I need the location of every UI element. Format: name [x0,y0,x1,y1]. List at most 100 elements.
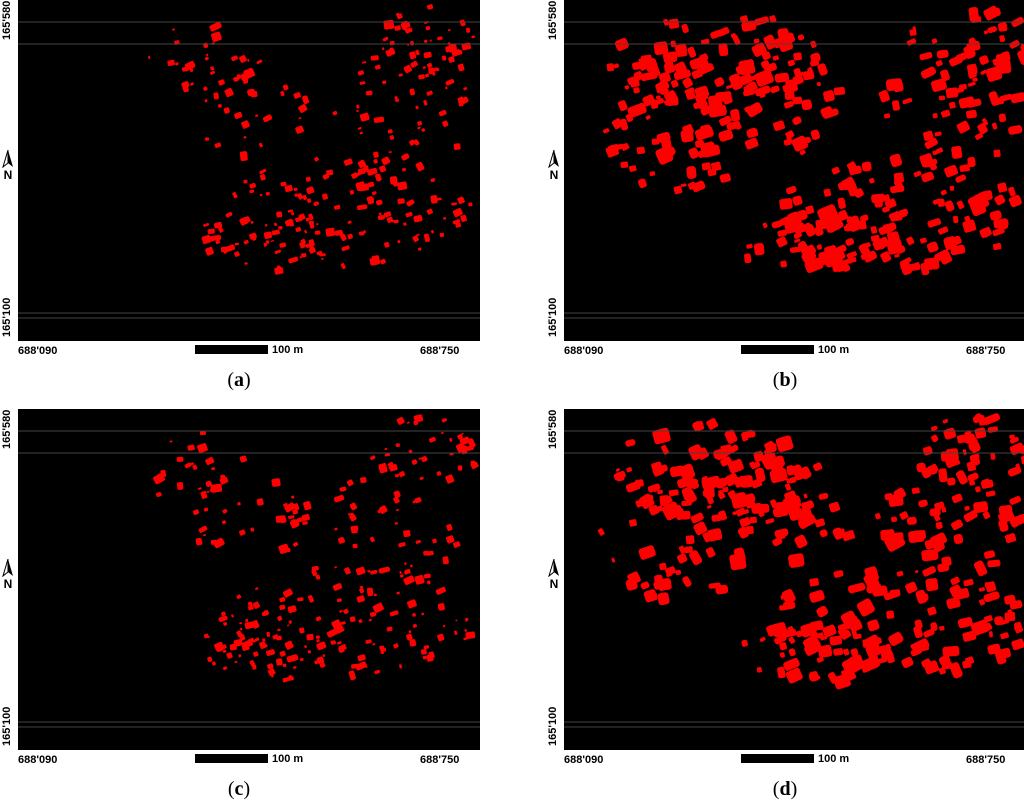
building-blob [411,459,418,466]
building-blob [999,35,1005,43]
panel-caption: (c) [0,778,478,801]
building-blob [603,128,610,134]
building-blob [232,192,238,199]
building-blob [949,102,956,109]
building-blob [200,491,207,500]
building-blob [379,165,387,173]
building-blob [973,559,988,577]
building-blob [988,67,1002,80]
panel-d: 165'580 N 165'100 688'090 100 m 688'750 … [546,409,1024,809]
x-label-right: 688'750 [966,754,1005,766]
building-blob [299,627,305,634]
building-blob [1011,638,1024,651]
building-blob [999,113,1007,122]
building-blob [732,511,736,515]
building-blob [443,625,446,628]
building-blob [966,110,977,119]
building-blob [343,158,353,166]
building-blob [259,168,267,174]
building-blob [726,84,733,89]
building-blob [646,495,654,502]
building-blob [386,626,393,631]
building-blob [953,533,964,544]
building-blob [617,100,628,112]
x-label-left: 688'090 [564,345,603,357]
building-blob [443,217,446,220]
building-blob [237,502,241,506]
building-blob [425,73,430,78]
building-blob [256,498,264,506]
scale-label: 100 m [272,344,303,356]
building-blob [301,253,307,258]
building-mask-a [18,0,480,341]
building-blob [374,669,381,674]
building-blob [645,115,651,121]
building-blob [412,613,416,617]
building-blob [949,186,954,192]
scale-bar [195,345,268,354]
building-blob [302,195,307,201]
building-blob [260,174,267,181]
building-blob [266,632,270,637]
building-blob [225,212,233,218]
building-blob [987,26,998,34]
building-blob [718,490,723,495]
building-blob [437,633,445,641]
building-blob [739,517,751,528]
building-blob [380,258,387,264]
building-blob [979,587,986,592]
panel-caption: (b) [546,369,1024,392]
building-blob [407,599,418,609]
building-blob [652,427,672,445]
building-blob [366,196,374,205]
building-blob [346,479,354,487]
building-blob [234,111,243,119]
building-blob [659,495,669,506]
building-blob [956,200,965,210]
building-blob [192,464,198,470]
building-blob [975,486,981,493]
building-blob [353,544,358,549]
building-blob [901,656,915,669]
building-blob [792,195,803,206]
building-blob [223,622,228,626]
building-blob [871,235,880,242]
building-blob [332,111,338,116]
building-blob [751,503,770,514]
building-blob [236,594,241,599]
building-blob [371,55,379,61]
x-label-left: 688'090 [18,754,57,766]
building-blob [334,205,341,210]
building-blob [990,453,995,460]
building-blob [381,156,391,166]
building-blob [243,136,246,139]
building-blob [999,93,1012,102]
building-blob [774,72,789,83]
building-blob [687,479,699,486]
building-blob [458,465,463,471]
panel-c: 165'580 N 165'100 688'090 100 m 688'750 … [0,409,500,809]
building-blob [964,505,970,511]
building-blob [636,146,645,154]
building-blob [382,80,386,84]
x-label-right: 688'750 [420,754,459,766]
north-arrow-icon [2,559,14,577]
building-blob [937,198,945,207]
building-blob [938,468,948,483]
building-blob [316,635,320,639]
building-blob [360,131,364,134]
building-blob [1004,533,1016,544]
building-blob [1008,125,1023,136]
building-blob [741,639,748,647]
building-blob [278,226,283,230]
building-blob [347,233,353,239]
building-blob [941,556,952,567]
building-blob [325,228,335,237]
building-blob [304,645,307,648]
building-blob [430,39,432,41]
building-blob [457,196,465,204]
building-blob [951,493,963,504]
building-blob [250,91,257,98]
building-blob [426,90,433,96]
building-blob [182,67,189,72]
